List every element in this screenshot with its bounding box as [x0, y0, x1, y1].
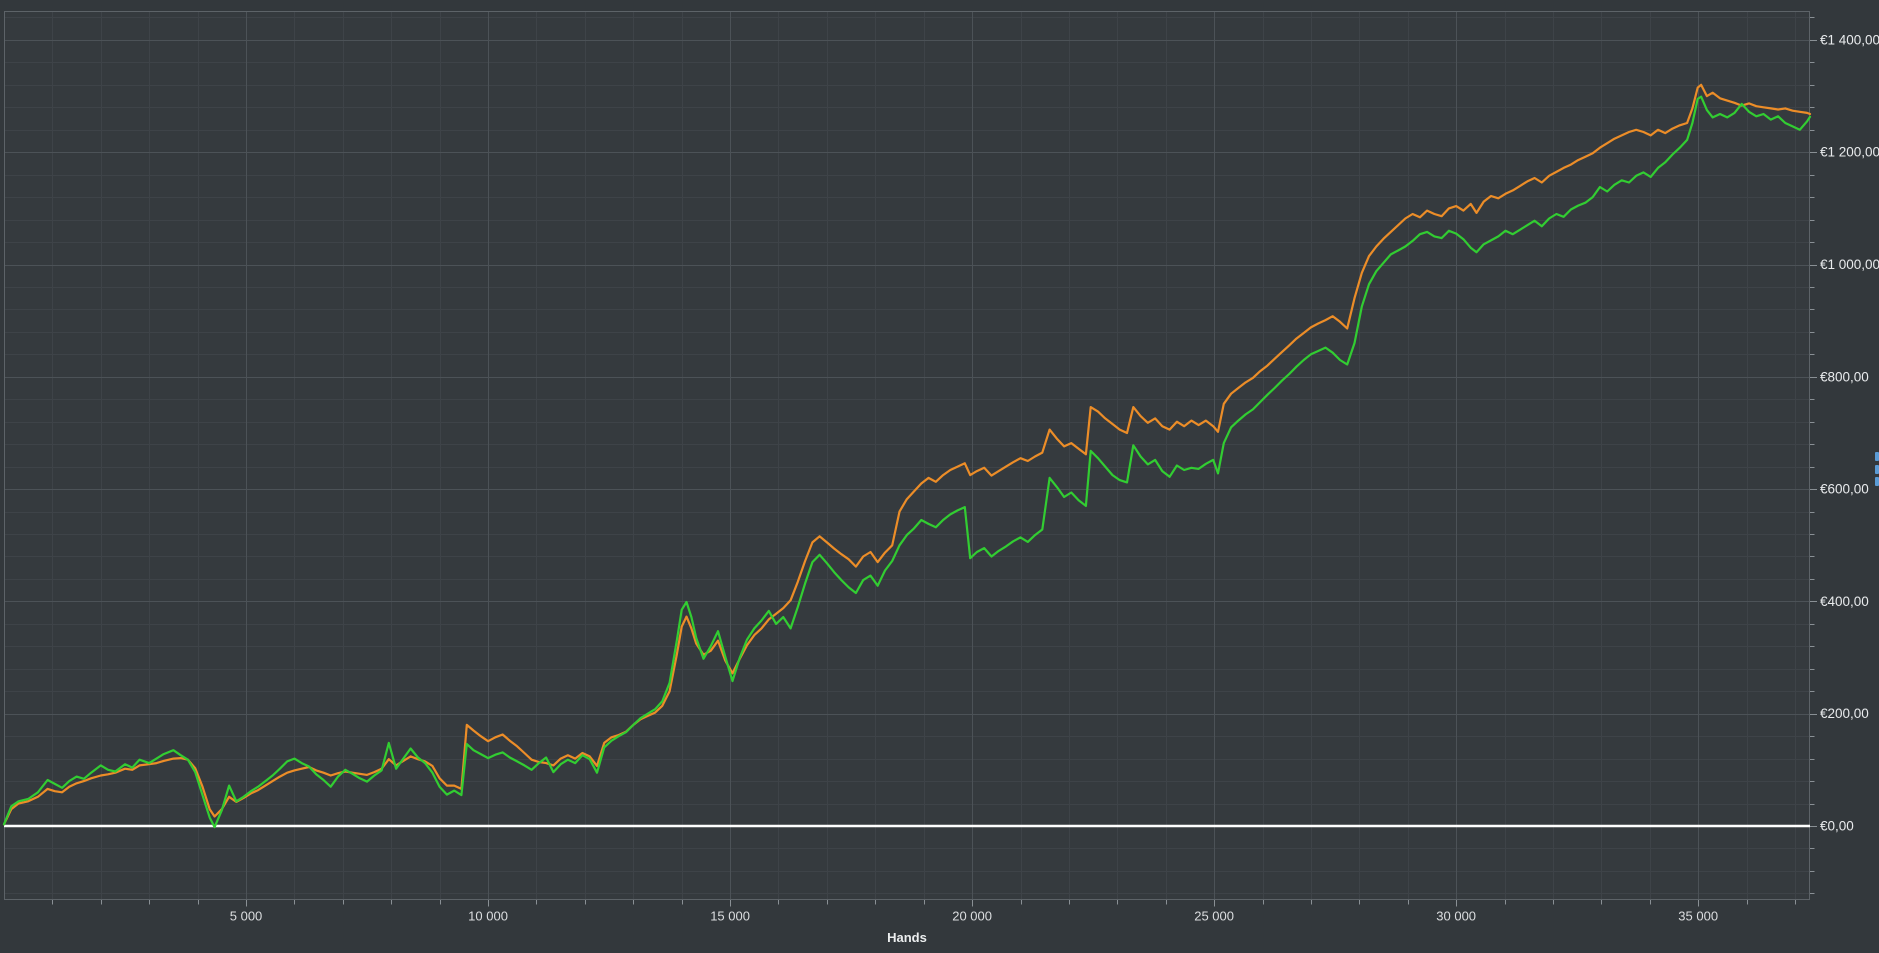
y-axis-label: €200,00	[1820, 706, 1869, 721]
y-axis-label: €1 200,00	[1820, 145, 1879, 160]
x-axis-label: 10 000	[468, 909, 508, 924]
y-axis-label: €600,00	[1820, 482, 1869, 497]
y-axis-label: €0,00	[1820, 818, 1854, 833]
plot-border	[4, 11, 1810, 900]
y-axis-label: €400,00	[1820, 594, 1869, 609]
orange-line[interactable]	[2, 83, 1812, 826]
green-line[interactable]	[2, 95, 1812, 829]
series-lines	[2, 83, 1812, 829]
x-axis-label: 30 000	[1436, 909, 1476, 924]
y-axis-label: €800,00	[1820, 369, 1869, 384]
axis-tick-marks	[52, 17, 1817, 907]
x-axis-label: 20 000	[952, 909, 992, 924]
x-axis-label: 5 000	[230, 909, 263, 924]
x-axis-label: 25 000	[1194, 909, 1234, 924]
x-axis-label: 15 000	[710, 909, 750, 924]
x-axis-title: Hands	[887, 930, 927, 945]
major-gridlines	[4, 11, 1810, 900]
scrollbar-grip-dash	[1875, 464, 1879, 474]
y-axis-labels: €0,00 €200,00 €400,00 €600,00 €800,00 €1 000,…	[1820, 32, 1879, 833]
y-axis-label: €1 000,00	[1820, 257, 1879, 272]
scrollbar-grip[interactable]	[1875, 452, 1879, 486]
plot-background	[4, 11, 1810, 900]
scrollbar-grip-dash	[1875, 452, 1879, 461]
scrollbar-grip-dash	[1875, 477, 1879, 486]
x-axis-labels: 5 000 10 000 15 000 20 000 25 000 30 000 35 00…	[230, 909, 1718, 924]
x-axis-label: 35 000	[1678, 909, 1718, 924]
y-axis-label: €1 400,00	[1820, 32, 1879, 47]
